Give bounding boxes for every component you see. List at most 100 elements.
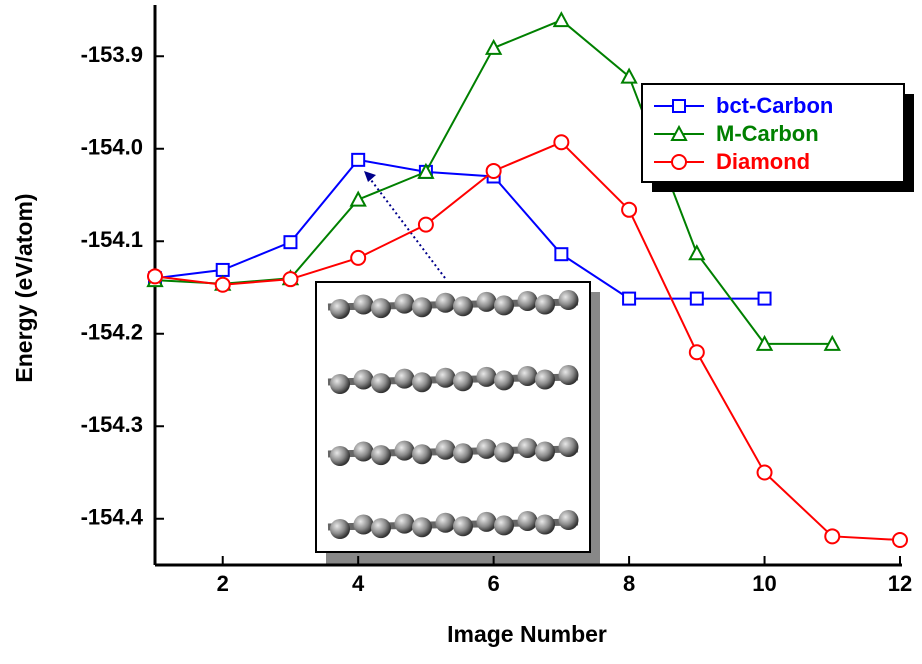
- marker: [554, 247, 569, 262]
- x-tick-label: 6: [488, 571, 500, 596]
- atom: [558, 290, 579, 311]
- atom: [494, 442, 514, 463]
- y-tick-label: -153.9: [81, 42, 143, 67]
- x-tick-label: 2: [217, 571, 229, 596]
- y-tick-label: -154.0: [81, 135, 143, 160]
- atom: [330, 299, 350, 319]
- atom: [517, 437, 538, 458]
- marker: [688, 244, 706, 261]
- atom: [476, 366, 497, 387]
- marker: [417, 162, 435, 179]
- marker: [757, 291, 772, 306]
- marker: [823, 334, 841, 351]
- atom: [476, 291, 497, 312]
- x-tick-label: 4: [352, 571, 365, 596]
- atom: [535, 294, 555, 315]
- atom: [330, 519, 350, 539]
- x-axis-label: Image Number: [447, 621, 607, 647]
- x-tick-label: 12: [888, 571, 912, 596]
- atom: [494, 370, 514, 391]
- legend-marker: [671, 154, 687, 170]
- atom: [435, 367, 456, 388]
- marker: [283, 235, 298, 250]
- legend-marker: [670, 124, 688, 141]
- marker: [553, 134, 570, 151]
- atom: [394, 513, 415, 534]
- atom: [353, 294, 374, 315]
- atom: [453, 443, 473, 464]
- atom: [353, 514, 374, 535]
- atom: [330, 374, 350, 394]
- inset-pointer: [367, 175, 446, 279]
- legend-label: M-Carbon: [716, 121, 819, 146]
- atom: [371, 373, 391, 394]
- marker: [484, 38, 503, 55]
- legend-label: Diamond: [716, 149, 810, 174]
- atom: [330, 446, 350, 466]
- y-tick-label: -154.4: [81, 505, 144, 530]
- atom: [494, 295, 514, 316]
- atom: [394, 293, 415, 314]
- inset-frame: [315, 281, 591, 553]
- atom: [494, 515, 514, 536]
- atom: [476, 438, 497, 459]
- atom: [412, 517, 432, 538]
- atom: [517, 510, 538, 531]
- atom: [535, 369, 555, 390]
- atom: [535, 514, 555, 535]
- atom: [412, 444, 432, 465]
- structure-inset: [315, 281, 600, 564]
- marker: [824, 528, 841, 545]
- marker: [417, 216, 434, 233]
- marker: [688, 344, 705, 361]
- atom: [517, 365, 538, 386]
- atom: [517, 290, 538, 311]
- marker: [756, 464, 773, 481]
- atom: [435, 439, 456, 460]
- marker: [621, 201, 638, 218]
- x-tick-label: 8: [623, 571, 635, 596]
- atom: [371, 518, 391, 539]
- atom: [394, 440, 415, 461]
- atom: [453, 371, 473, 392]
- x-tick-label: 10: [752, 571, 776, 596]
- atom: [535, 441, 555, 462]
- y-axis-label: Energy (eV/atom): [11, 193, 37, 382]
- marker: [215, 262, 230, 277]
- marker: [147, 268, 163, 285]
- marker: [350, 249, 367, 266]
- atom: [558, 510, 579, 531]
- atom: [412, 297, 432, 318]
- y-tick-label: -154.1: [81, 227, 143, 252]
- atom: [353, 369, 374, 390]
- y-tick-label: -154.2: [81, 320, 143, 345]
- series-line: [154, 158, 765, 300]
- atom: [435, 292, 456, 313]
- marker: [892, 532, 908, 549]
- atom: [453, 516, 473, 537]
- marker: [485, 162, 502, 179]
- pointer-head: [364, 171, 376, 182]
- atom: [353, 441, 374, 462]
- marker: [214, 276, 231, 293]
- marker: [552, 11, 571, 28]
- marker: [622, 291, 637, 306]
- legend-marker: [672, 99, 686, 113]
- atom: [371, 445, 391, 466]
- marker: [620, 67, 638, 84]
- atom: [558, 365, 579, 386]
- atom: [412, 372, 432, 393]
- atom: [558, 437, 579, 458]
- marker: [282, 271, 299, 288]
- atom: [453, 296, 473, 317]
- atom: [371, 298, 391, 319]
- marker: [349, 190, 367, 207]
- series-line: [154, 141, 901, 542]
- atom: [394, 368, 415, 389]
- marker: [351, 152, 366, 167]
- legend-label: bct-Carbon: [716, 93, 833, 118]
- marker: [755, 334, 774, 351]
- y-tick-label: -154.3: [81, 412, 143, 437]
- marker: [689, 291, 704, 306]
